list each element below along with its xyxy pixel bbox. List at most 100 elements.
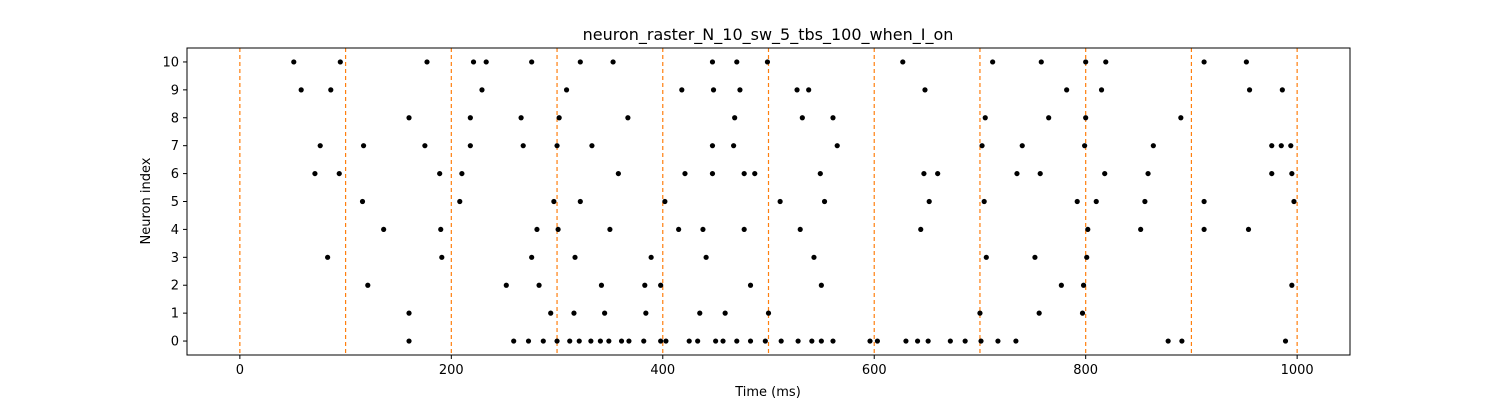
- spike-marker: [1288, 143, 1294, 149]
- spike-marker: [1082, 143, 1088, 149]
- spike-marker: [1036, 310, 1042, 316]
- y-axis-label: Neuron index: [139, 157, 154, 244]
- spike-marker: [479, 87, 485, 93]
- spike-marker: [1269, 170, 1275, 177]
- spike-marker: [778, 338, 784, 344]
- y-tick-label: 5: [171, 195, 179, 210]
- spike-marker: [903, 338, 909, 344]
- x-tick-label: 400: [650, 363, 675, 378]
- spike-marker: [577, 198, 583, 205]
- spike-marker: [982, 115, 988, 121]
- spike-marker: [1279, 87, 1285, 93]
- spike-marker: [529, 254, 535, 260]
- spike-marker: [555, 226, 561, 233]
- spike-marker: [821, 198, 828, 205]
- spike-marker: [1142, 198, 1148, 205]
- spike-marker: [520, 143, 526, 149]
- x-tick-label: 1000: [1281, 363, 1314, 378]
- spike-marker: [914, 338, 921, 344]
- spike-marker: [679, 87, 685, 93]
- spike-marker: [336, 170, 342, 177]
- spike-marker: [588, 338, 594, 344]
- spike-marker: [1201, 59, 1207, 65]
- spike-marker: [298, 87, 304, 93]
- spike-marker: [799, 115, 805, 121]
- spike-marker: [1085, 226, 1091, 233]
- spike-marker: [406, 310, 412, 316]
- spike-marker: [1058, 282, 1064, 288]
- spike-marker: [981, 198, 987, 205]
- spike-marker: [720, 338, 726, 344]
- plot-frame: [186, 47, 1351, 356]
- spike-marker: [1079, 310, 1086, 316]
- spike-marker: [806, 87, 812, 93]
- spike-marker: [548, 310, 554, 316]
- spike-marker: [709, 59, 716, 65]
- spike-marker: [734, 59, 740, 65]
- spike-marker: [1289, 282, 1295, 288]
- spike-marker: [406, 115, 412, 121]
- spike-marker: [794, 87, 800, 93]
- x-axis-ticks: 0 200 400 600 800 1000: [236, 355, 1314, 378]
- y-tick-label: 7: [171, 139, 179, 154]
- spike-marker: [947, 338, 953, 344]
- spike-marker: [921, 170, 927, 177]
- spike-marker: [747, 338, 754, 344]
- spike-marker: [777, 198, 783, 205]
- y-tick-label: 2: [171, 279, 179, 294]
- spike-marker: [518, 115, 524, 121]
- spike-marker: [1165, 338, 1171, 344]
- spike-marker: [1150, 143, 1156, 149]
- y-tick-label: 3: [171, 251, 179, 266]
- spike-marker: [607, 226, 613, 233]
- spike-marker: [926, 198, 932, 205]
- spike-marker: [1037, 170, 1043, 177]
- spike-marker: [741, 170, 747, 177]
- spike-marker: [483, 59, 489, 65]
- spike-marker: [529, 59, 535, 65]
- y-tick-label: 0: [171, 335, 179, 350]
- spike-marker: [556, 115, 562, 121]
- spike-marker: [525, 338, 532, 344]
- spike-marker: [1103, 59, 1109, 65]
- spike-marker: [1243, 59, 1249, 65]
- spike-marker: [686, 338, 692, 344]
- spike-marker: [703, 254, 709, 260]
- spike-marker: [817, 170, 823, 177]
- spike-marker: [1245, 226, 1252, 233]
- spike-marker: [457, 198, 463, 205]
- spike-marker: [618, 338, 625, 344]
- spike-marker: [536, 282, 542, 288]
- y-tick-label: 8: [171, 111, 179, 126]
- spike-marker: [918, 226, 924, 233]
- spike-marker: [662, 198, 668, 205]
- spike-marker: [406, 338, 412, 344]
- spike-marker: [534, 226, 540, 233]
- spike-marker: [571, 310, 577, 316]
- spike-marker: [990, 59, 996, 65]
- spike-marker: [291, 59, 297, 65]
- spike-marker: [572, 254, 578, 260]
- spike-marker: [765, 310, 772, 316]
- spike-marker: [1291, 198, 1297, 205]
- spike-marker: [658, 282, 664, 288]
- y-tick-label: 1: [171, 307, 179, 322]
- spike-marker: [317, 143, 323, 149]
- spike-marker: [606, 338, 612, 344]
- spike-markers: [291, 59, 1297, 344]
- spike-marker: [741, 226, 747, 233]
- spike-marker: [459, 170, 465, 177]
- spike-marker: [626, 338, 632, 344]
- spike-marker: [818, 338, 824, 344]
- spike-marker: [731, 143, 737, 149]
- spike-marker: [663, 338, 669, 344]
- spike-marker: [1013, 338, 1019, 344]
- y-axis-ticks: 0 1 2 3 4 5 6 7 8 9 10: [162, 55, 187, 350]
- spike-marker: [1246, 87, 1253, 93]
- spike-marker: [337, 59, 343, 65]
- spike-marker: [1064, 87, 1070, 93]
- spike-marker: [795, 338, 801, 344]
- x-tick-label: 600: [862, 363, 887, 378]
- spike-marker: [1289, 170, 1295, 177]
